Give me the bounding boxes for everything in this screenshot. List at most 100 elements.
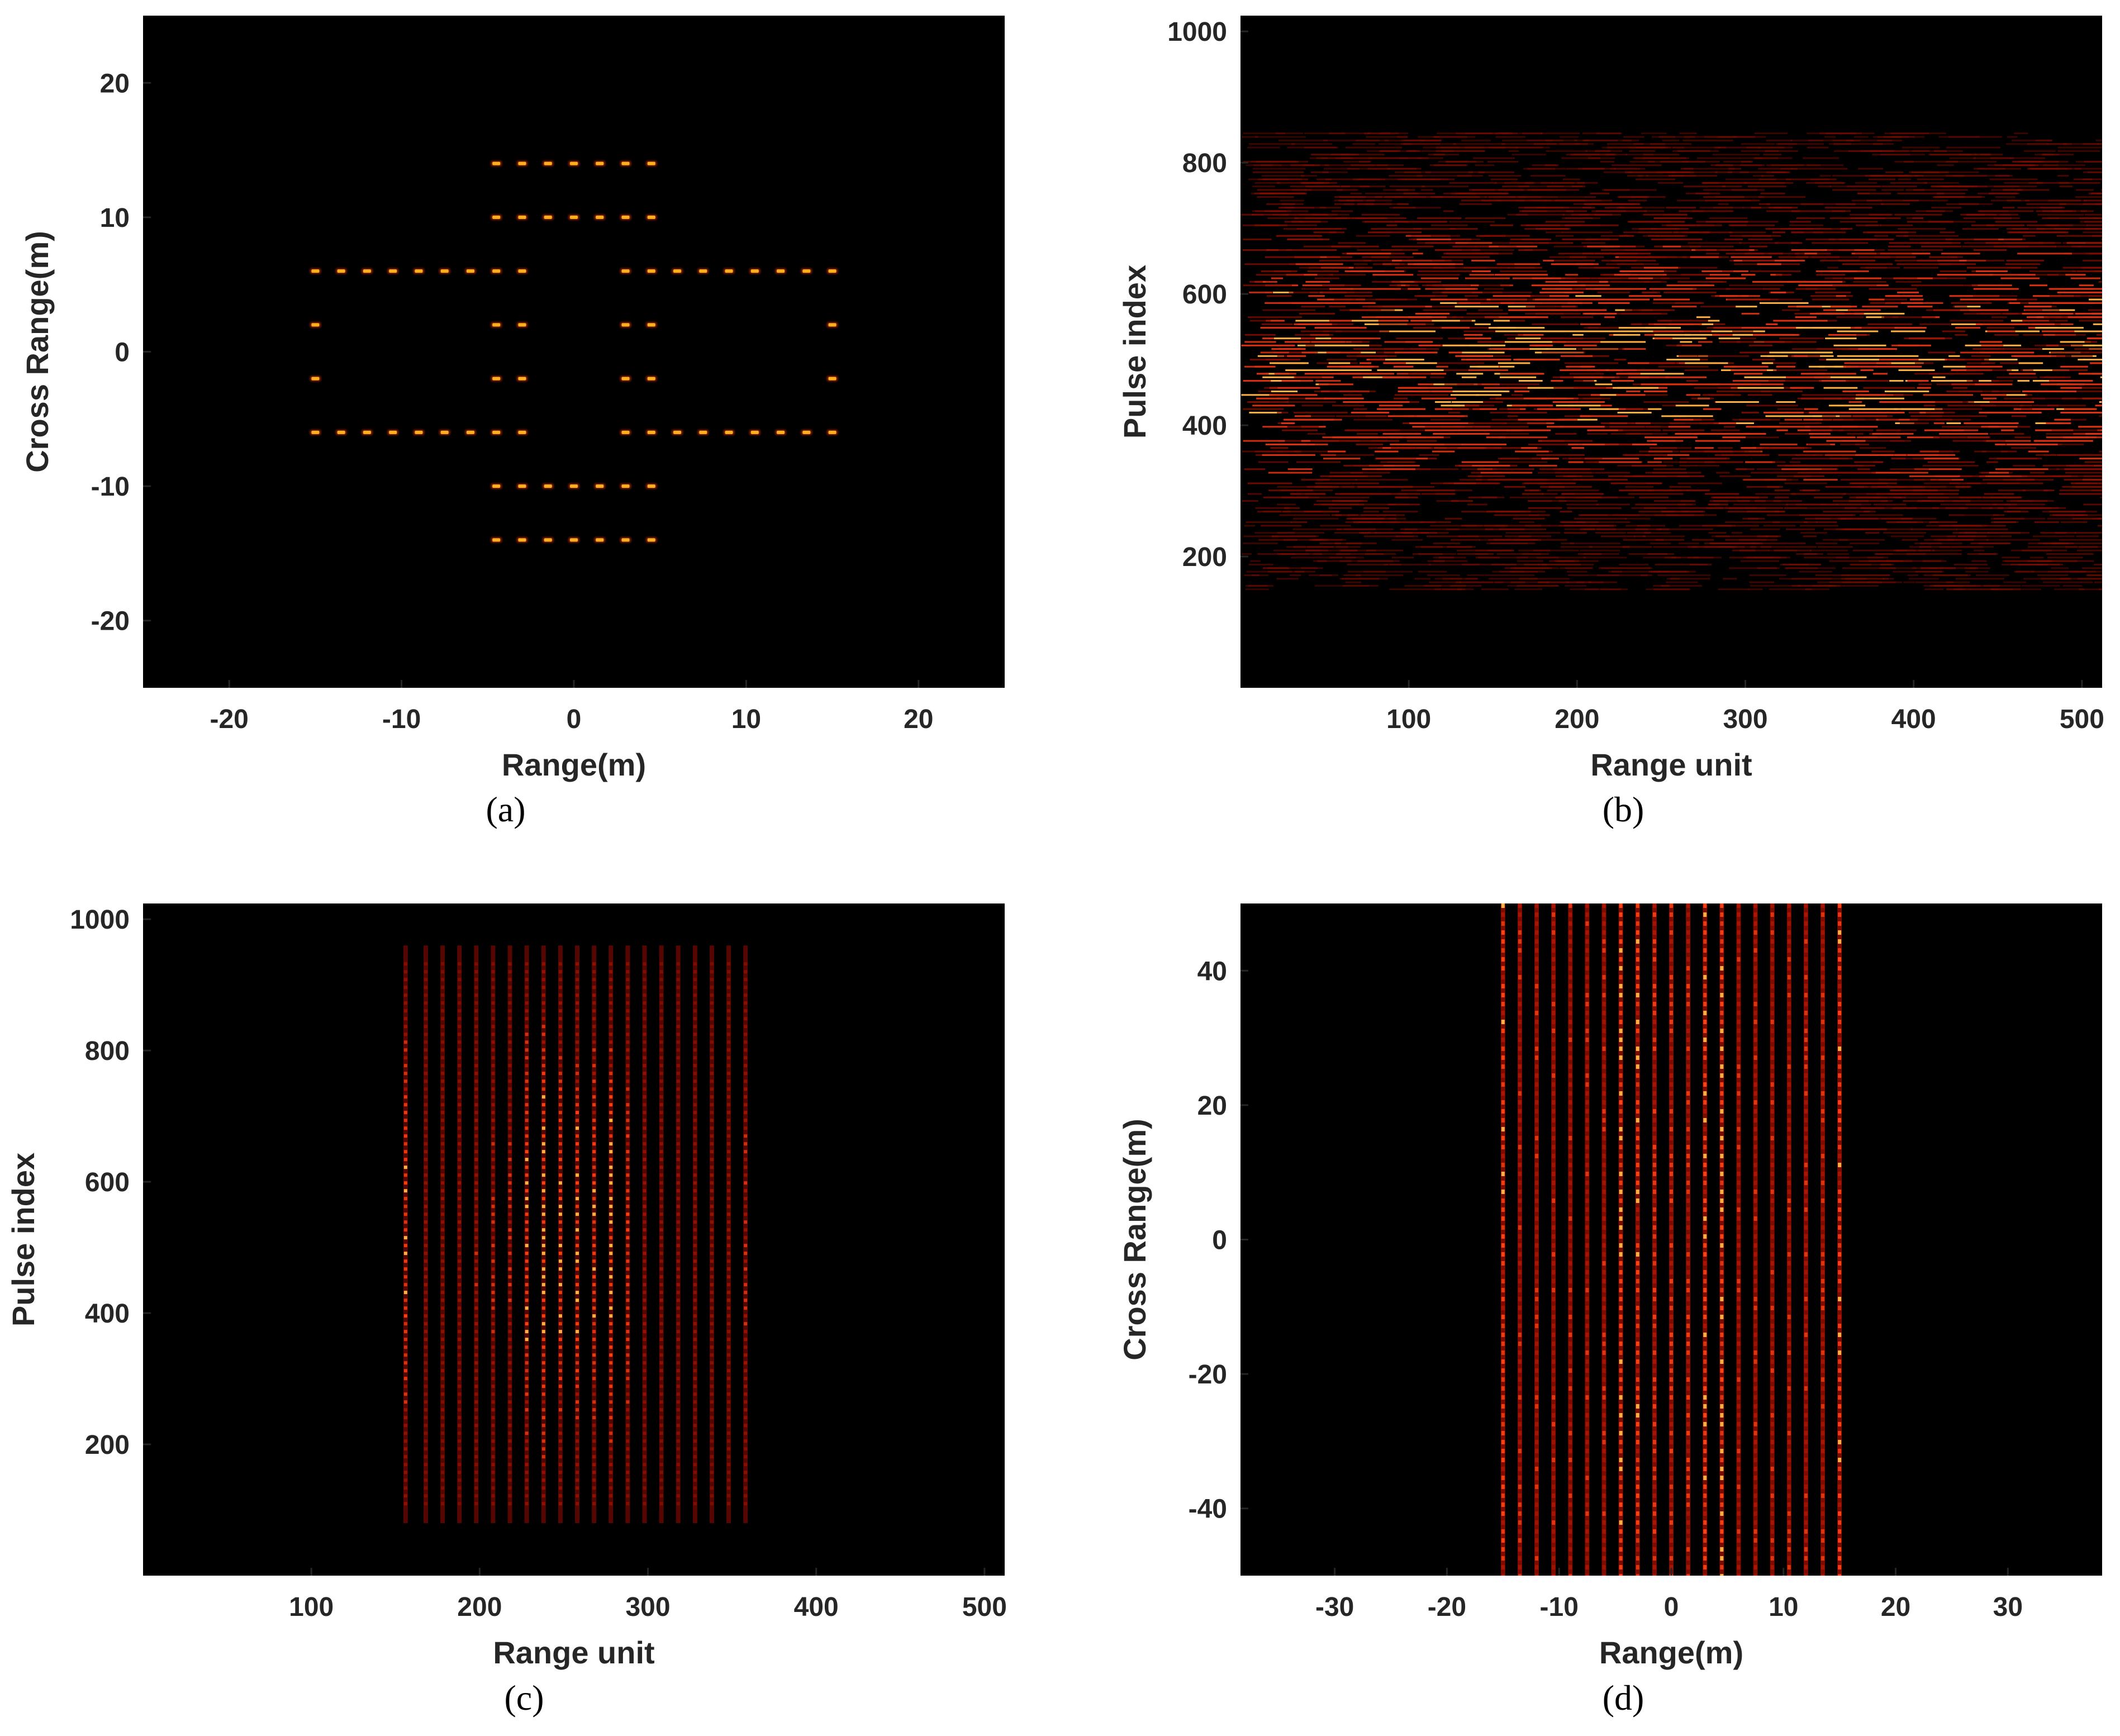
- range-profile-streak: [1964, 567, 1976, 569]
- range-profile-streak: [1610, 482, 1662, 484]
- range-profile-streak: [1653, 500, 1695, 502]
- range-cell-dot: [491, 1275, 495, 1279]
- range-cell-dot: [508, 1478, 512, 1482]
- range-profile-streak: [1726, 253, 1783, 255]
- range-cell-dot: [727, 1048, 731, 1052]
- range-profile-streak: [1701, 323, 1714, 325]
- range-profile-streak: [1675, 432, 1699, 435]
- range-profile-streak: [1803, 521, 1818, 524]
- range-profile-streak: [1265, 210, 1281, 212]
- range-cell-dot: [441, 1330, 445, 1334]
- range-profile-streak: [1508, 306, 1535, 308]
- range-profile-streak: [1700, 306, 1748, 308]
- range-cell-dot: [676, 1236, 680, 1240]
- range-profile-streak: [1858, 168, 1884, 170]
- range-profile-streak: [1376, 316, 1424, 318]
- range-profile-streak: [1872, 432, 1914, 435]
- range-profile-streak: [1574, 154, 1614, 156]
- y-tick-label: 0: [115, 338, 130, 368]
- range-profile-streak: [1433, 267, 1487, 269]
- range-cell-dot: [541, 1361, 545, 1365]
- range-profile-streak: [1319, 207, 1341, 209]
- range-cell-dot: [508, 1486, 512, 1490]
- range-profile-streak: [1290, 521, 1308, 524]
- range-profile-streak: [1951, 546, 1983, 548]
- range-profile-streak: [1651, 136, 1676, 138]
- range-profile-streak: [1435, 249, 1481, 251]
- range-profile-streak: [1265, 302, 1317, 304]
- range-profile-streak: [1741, 274, 1756, 276]
- range-cell-dot: [592, 1189, 596, 1193]
- range-cell-dot: [403, 1001, 407, 1005]
- range-profile-streak: [1914, 543, 1942, 545]
- range-profile-streak: [1571, 447, 1585, 449]
- range-cell-dot: [474, 1173, 478, 1177]
- range-profile-streak: [1633, 143, 1665, 145]
- range-profile-streak: [1635, 528, 1662, 530]
- range-cell-dot: [558, 1385, 562, 1388]
- range-cell-dot: [558, 1126, 562, 1130]
- range-profile-streak: [1566, 154, 1600, 156]
- range-profile-streak: [2049, 295, 2081, 297]
- range-profile-streak: [1368, 157, 1408, 159]
- range-cell-dot: [491, 1126, 495, 1130]
- range-profile-streak: [1823, 309, 1836, 311]
- range-profile-streak: [1657, 574, 1711, 576]
- range-profile-streak: [1870, 302, 1902, 304]
- range-cell-dot: [710, 1173, 714, 1177]
- range-cell-dot: [491, 1009, 495, 1013]
- range-profile-streak: [1907, 454, 1939, 456]
- range-cell-dot: [403, 1431, 407, 1435]
- range-cell-dot: [441, 1212, 445, 1216]
- range-profile-streak: [1247, 316, 1303, 318]
- range-profile-streak: [1356, 443, 1384, 445]
- range-profile-streak: [1693, 288, 1731, 290]
- range-profile-streak: [1414, 295, 1448, 297]
- range-profile-streak: [1880, 224, 1913, 226]
- scatter-point: [596, 538, 604, 542]
- range-cell-dot: [508, 1259, 512, 1263]
- range-cell-dot: [676, 1267, 680, 1271]
- range-profile-streak: [1291, 418, 1342, 421]
- range-cell-dot: [576, 1494, 579, 1498]
- range-profile-streak: [1641, 383, 1692, 386]
- range-profile-streak: [1351, 341, 1370, 343]
- range-cell-dot: [403, 1267, 407, 1271]
- range-profile-streak: [1946, 581, 1970, 583]
- range-profile-streak: [1727, 298, 1779, 301]
- range-profile-streak: [2048, 380, 2093, 382]
- range-cell-dot: [474, 1275, 478, 1279]
- range-cell-dot: [403, 1197, 407, 1201]
- range-cell-dot: [403, 1056, 407, 1060]
- range-profile-streak: [2059, 493, 2102, 495]
- range-cell-dot: [403, 1189, 407, 1193]
- range-profile-streak: [2042, 581, 2082, 583]
- range-cell-dot: [609, 970, 613, 974]
- range-profile-streak: [1255, 507, 1290, 509]
- range-profile-streak: [1360, 351, 1376, 354]
- range-profile-streak: [1484, 525, 1508, 527]
- range-cell-dot: [474, 1025, 478, 1029]
- range-profile-streak: [1301, 443, 1328, 445]
- range-profile-streak: [1564, 415, 1587, 417]
- range-cell-dot: [659, 1064, 663, 1068]
- range-profile-streak: [1929, 256, 1957, 258]
- range-profile-streak: [2003, 239, 2026, 241]
- range-cell-dot: [403, 1244, 407, 1248]
- range-cell-dot: [525, 1244, 529, 1248]
- range-profile-streak: [1305, 549, 1357, 551]
- range-profile-streak: [1690, 256, 1719, 258]
- range-profile-streak: [1683, 186, 1726, 188]
- range-profile-streak: [1948, 514, 1965, 516]
- range-profile-streak: [1318, 383, 1353, 386]
- range-cell-dot: [727, 1173, 731, 1177]
- range-profile-streak: [1741, 150, 1779, 152]
- range-profile-streak: [1776, 387, 1795, 389]
- range-profile-streak: [1818, 365, 1851, 368]
- range-profile-streak: [1310, 440, 1360, 442]
- range-cell-dot: [474, 1463, 478, 1467]
- range-profile-streak: [1551, 182, 1585, 184]
- range-profile-streak: [2007, 267, 2038, 269]
- range-cell-dot: [609, 1212, 613, 1216]
- range-profile-streak: [1494, 461, 1548, 463]
